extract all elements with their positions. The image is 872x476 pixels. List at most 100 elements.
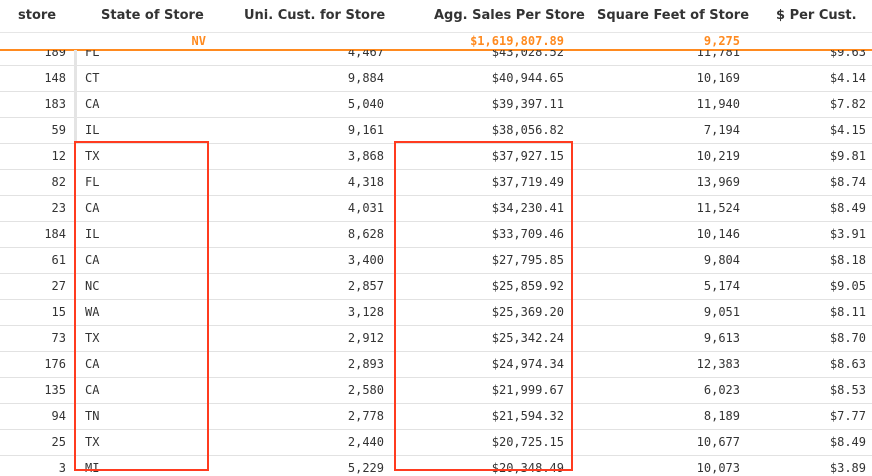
cell-unique-customers: 2,912 xyxy=(347,331,384,345)
cell-dollars-per-customer: $8.70 xyxy=(829,331,866,345)
cell-store: 27 xyxy=(51,279,66,293)
cell-unique-customers: 2,440 xyxy=(347,435,384,449)
table-row[interactable]: 3 MI 5,229 $20,348.49 10,073 $3.89 xyxy=(0,456,872,476)
cell-store: 15 xyxy=(51,305,66,319)
table-row[interactable]: 15 WA 3,128 $25,369.20 9,051 $8.11 xyxy=(0,300,872,326)
cell-square-feet: 8,189 xyxy=(703,409,740,423)
cell-state: IL xyxy=(85,123,100,137)
cell-dollars-per-customer: $8.18 xyxy=(829,253,866,267)
table-row[interactable]: 94 TN 2,778 $21,594.32 8,189 $7.77 xyxy=(0,404,872,430)
cell-store: 12 xyxy=(51,149,66,163)
column-header-unique-customers[interactable]: Uni. Cust. for Store xyxy=(244,8,386,23)
cell-aggregate-sales: $24,974.34 xyxy=(491,357,564,371)
column-separator xyxy=(74,50,77,143)
cell-aggregate-sales: $34,230.41 xyxy=(491,201,564,215)
cell-unique-customers: 2,857 xyxy=(347,279,384,293)
column-header-state[interactable]: State of Store xyxy=(101,8,204,23)
cell-unique-customers: 2,580 xyxy=(347,383,384,397)
cell-square-feet: 11,781 xyxy=(696,50,740,59)
table-body[interactable]: 189 FL 4,467 $43,028.52 11,781 $9.63 148 CT 9,88… xyxy=(0,50,872,476)
cell-store: 3 xyxy=(58,461,66,475)
cell-dollars-per-customer: $4.14 xyxy=(829,71,866,85)
table-row[interactable]: 61 CA 3,400 $27,795.85 9,804 $8.18 xyxy=(0,248,872,274)
table-row[interactable]: 135 CA 2,580 $21,999.67 6,023 $8.53 xyxy=(0,378,872,404)
cell-aggregate-sales: $37,927.15 xyxy=(491,149,564,163)
table-row[interactable]: 25 TX 2,440 $20,725.15 10,677 $8.49 xyxy=(0,430,872,456)
table-row[interactable]: 148 CT 9,884 $40,944.65 10,169 $4.14 xyxy=(0,66,872,92)
column-header-dollars-per-customer[interactable]: $ Per Cust. xyxy=(776,8,857,23)
cell-dollars-per-customer: $9.05 xyxy=(829,279,866,293)
cell-square-feet: 10,073 xyxy=(696,461,740,475)
cell-store: 73 xyxy=(51,331,66,345)
cell-state: IL xyxy=(85,227,100,241)
cell-dollars-per-customer: $8.11 xyxy=(829,305,866,319)
cell-square-feet: 9,051 xyxy=(703,305,740,319)
cell-dollars-per-customer: $7.77 xyxy=(829,409,866,423)
cell-unique-customers: 4,031 xyxy=(347,201,384,215)
cell-dollars-per-customer: $9.81 xyxy=(829,149,866,163)
cell-square-feet: 6,023 xyxy=(703,383,740,397)
cell-unique-customers: 8,628 xyxy=(347,227,384,241)
column-header-square-feet[interactable]: Square Feet of Store xyxy=(597,8,750,23)
cell-aggregate-sales: $21,594.32 xyxy=(491,409,564,423)
cell-state: CT xyxy=(85,71,100,85)
table-row[interactable]: 12 TX 3,868 $37,927.15 10,219 $9.81 xyxy=(0,144,872,170)
cell-state: NC xyxy=(85,279,100,293)
cell-square-feet: 10,219 xyxy=(696,149,740,163)
cell-square-feet: 9,804 xyxy=(703,253,740,267)
cell-dollars-per-customer: $3.89 xyxy=(829,461,866,475)
table-row[interactable]: 189 FL 4,467 $43,028.52 11,781 $9.63 xyxy=(0,50,872,66)
cell-aggregate-sales: $40,944.65 xyxy=(491,71,564,85)
cell-dollars-per-customer: $8.49 xyxy=(829,435,866,449)
cell-dollars-per-customer: $9.63 xyxy=(829,50,866,59)
cell-state: TX xyxy=(85,331,100,345)
cell-state: CA xyxy=(85,357,100,371)
cell-square-feet: 10,146 xyxy=(696,227,740,241)
cell-square-feet: 7,194 xyxy=(703,123,740,137)
cell-state: CA xyxy=(85,253,100,267)
cell-square-feet: 9,613 xyxy=(703,331,740,345)
cell-unique-customers: 3,868 xyxy=(347,149,384,163)
cell-unique-customers: 3,128 xyxy=(347,305,384,319)
table-row[interactable]: 59 IL 9,161 $38,056.82 7,194 $4.15 xyxy=(0,118,872,144)
cell-unique-customers: 4,318 xyxy=(347,175,384,189)
cell-dollars-per-customer: $8.49 xyxy=(829,201,866,215)
cell-store: 61 xyxy=(51,253,66,267)
cell-state: CA xyxy=(85,97,100,111)
cell-state: FL xyxy=(85,50,100,59)
cell-aggregate-sales: $43,028.52 xyxy=(491,50,564,59)
cell-square-feet: 11,524 xyxy=(696,201,740,215)
summary-square-feet: 9,275 xyxy=(703,34,740,48)
cell-aggregate-sales: $37,719.49 xyxy=(491,175,564,189)
table-row[interactable]: 184 IL 8,628 $33,709.46 10,146 $3.91 xyxy=(0,222,872,248)
cell-store: 184 xyxy=(44,227,66,241)
cell-dollars-per-customer: $8.53 xyxy=(829,383,866,397)
cell-store: 94 xyxy=(51,409,66,423)
cell-unique-customers: 9,884 xyxy=(347,71,384,85)
cell-store: 23 xyxy=(51,201,66,215)
summary-state: NV xyxy=(191,34,206,48)
column-header-store[interactable]: store xyxy=(18,8,57,23)
cell-square-feet: 5,174 xyxy=(703,279,740,293)
cell-store: 189 xyxy=(44,50,66,59)
cell-aggregate-sales: $20,348.49 xyxy=(491,461,564,475)
cell-dollars-per-customer: $8.63 xyxy=(829,357,866,371)
cell-aggregate-sales: $20,725.15 xyxy=(491,435,564,449)
summary-sales: $1,619,807.89 xyxy=(470,34,564,48)
table-row[interactable]: 183 CA 5,040 $39,397.11 11,940 $7.82 xyxy=(0,92,872,118)
cell-state: TX xyxy=(85,435,100,449)
cell-unique-customers: 2,778 xyxy=(347,409,384,423)
cell-store: 59 xyxy=(51,123,66,137)
cell-state: TN xyxy=(85,409,100,423)
cell-store: 135 xyxy=(44,383,66,397)
table-row[interactable]: 73 TX 2,912 $25,342.24 9,613 $8.70 xyxy=(0,326,872,352)
cell-dollars-per-customer: $7.82 xyxy=(829,97,866,111)
table-row[interactable]: 23 CA 4,031 $34,230.41 11,524 $8.49 xyxy=(0,196,872,222)
cell-store: 148 xyxy=(44,71,66,85)
table-row[interactable]: 176 CA 2,893 $24,974.34 12,383 $8.63 xyxy=(0,352,872,378)
cell-store: 183 xyxy=(44,97,66,111)
column-header-aggregate-sales[interactable]: Agg. Sales Per Store xyxy=(434,8,585,23)
table-row[interactable]: 27 NC 2,857 $25,859.92 5,174 $9.05 xyxy=(0,274,872,300)
table-row[interactable]: 82 FL 4,318 $37,719.49 13,969 $8.74 xyxy=(0,170,872,196)
cell-aggregate-sales: $33,709.46 xyxy=(491,227,564,241)
